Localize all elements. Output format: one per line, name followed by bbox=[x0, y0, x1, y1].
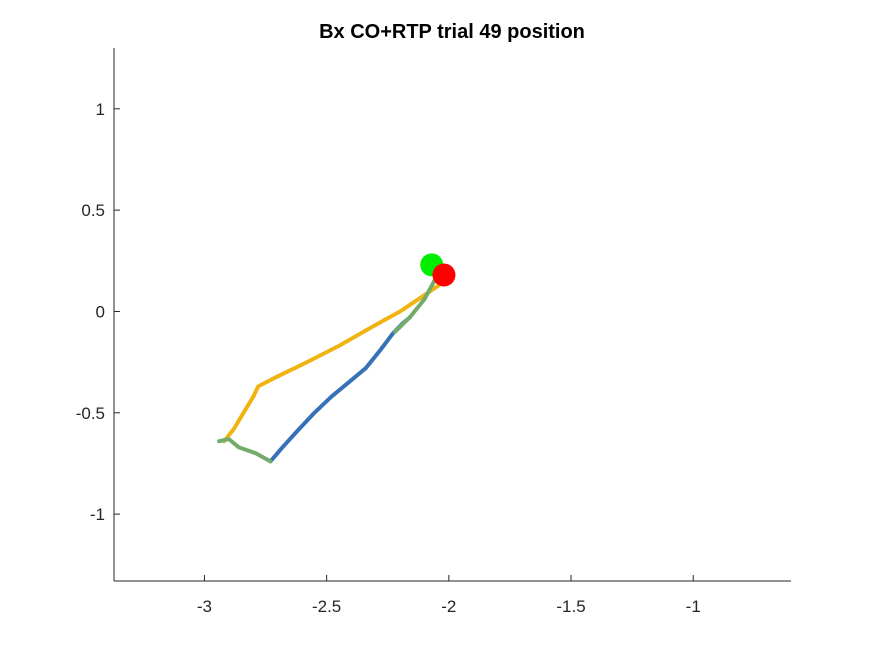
series-line-end-segment bbox=[217, 437, 273, 464]
x-tick-label: -1.5 bbox=[556, 597, 585, 616]
ticks: -3 -2.5 -2 -1.5 -1 -1 -0.5 0 0.5 1 bbox=[76, 100, 701, 616]
y-tick-label: 0.5 bbox=[81, 201, 105, 220]
series-line-return bbox=[222, 283, 442, 444]
y-tick-label: 1 bbox=[96, 100, 105, 119]
end-marker bbox=[432, 263, 456, 287]
series-line-outbound bbox=[268, 315, 412, 464]
x-tick-label: -1 bbox=[686, 597, 701, 616]
axes bbox=[113, 48, 791, 582]
series-line-start-segment bbox=[393, 279, 437, 334]
markers bbox=[420, 253, 456, 287]
x-tick-label: -2 bbox=[441, 597, 456, 616]
x-tick-label: -3 bbox=[197, 597, 212, 616]
y-tick-label: -0.5 bbox=[76, 404, 105, 423]
y-tick-label: 0 bbox=[96, 302, 105, 321]
y-tick-label: -1 bbox=[90, 505, 105, 524]
series bbox=[217, 279, 442, 464]
x-tick-label: -2.5 bbox=[312, 597, 341, 616]
chart-title: Bx CO+RTP trial 49 position bbox=[319, 21, 585, 43]
